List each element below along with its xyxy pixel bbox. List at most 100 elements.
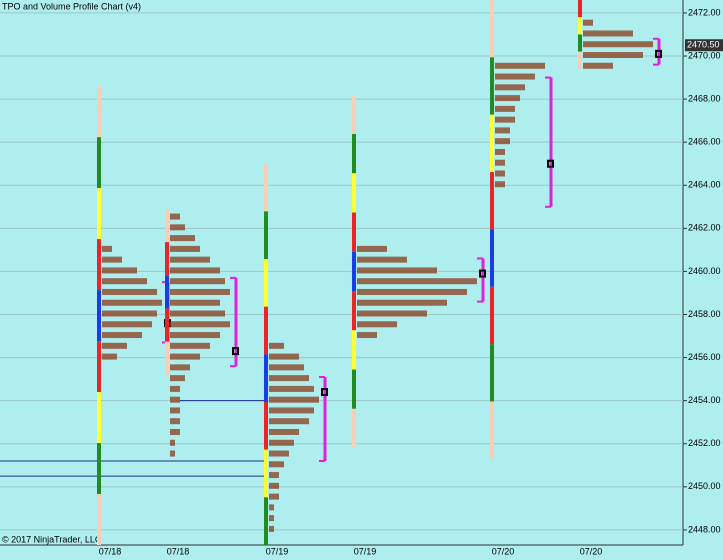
y-tick-label: 2456.00 <box>688 352 721 362</box>
tpo-row <box>170 439 175 446</box>
range-segment <box>490 114 494 173</box>
tpo-row <box>495 170 505 177</box>
range-segment <box>352 408 356 449</box>
tpo-row <box>170 342 210 349</box>
y-tick-label: 2454.00 <box>688 395 721 405</box>
range-segment <box>97 392 101 444</box>
poc-marker <box>547 159 554 168</box>
range-segment <box>352 251 356 292</box>
tpo-row <box>269 482 279 489</box>
tpo-row <box>495 116 515 123</box>
range-segment <box>97 188 101 240</box>
tpo-row <box>269 342 284 349</box>
tpo-row <box>170 310 225 317</box>
tpo-row <box>357 256 407 263</box>
range-segment <box>165 242 169 276</box>
tpo-row <box>269 450 289 457</box>
tpo-row <box>102 310 157 317</box>
tpo-row <box>583 19 593 26</box>
range-segment <box>352 369 356 409</box>
range-segment <box>264 497 268 545</box>
range-segment <box>264 259 268 307</box>
tpo-row <box>357 332 377 339</box>
tpo-row <box>269 407 314 414</box>
tpo-row <box>269 461 284 468</box>
range-segment <box>578 34 582 52</box>
tpo-row <box>170 321 230 328</box>
range-segment <box>264 163 268 212</box>
tpo-row <box>583 62 613 69</box>
last-price-label: 2470.50 <box>687 40 720 50</box>
tpo-row <box>102 256 122 263</box>
range-segment <box>490 229 494 287</box>
tpo-row <box>269 472 279 479</box>
tpo-row <box>102 245 112 252</box>
range-segment <box>264 402 268 450</box>
tpo-row <box>170 278 225 285</box>
tpo-row <box>170 428 180 435</box>
tpo-row <box>583 41 653 48</box>
poc-marker <box>479 269 486 278</box>
tpo-row <box>102 278 147 285</box>
y-tick-label: 2464.00 <box>688 180 721 190</box>
range-segment <box>165 341 169 375</box>
y-tick-label: 2448.00 <box>688 524 721 534</box>
y-tick-label: 2466.00 <box>688 137 721 147</box>
range-segment <box>352 291 356 331</box>
tpo-row <box>170 256 210 263</box>
tpo-row <box>170 450 175 457</box>
tpo-row <box>495 73 535 80</box>
tpo-row <box>102 321 152 328</box>
tpo-row <box>357 245 387 252</box>
chart-title: TPO and Volume Profile Chart (v4) <box>2 1 141 11</box>
tpo-row <box>495 127 510 134</box>
tpo-row <box>170 418 180 425</box>
range-segment <box>352 173 356 213</box>
range-segment <box>97 290 101 342</box>
range-segment <box>264 211 268 260</box>
tpo-row <box>495 95 520 102</box>
range-segment <box>352 212 356 252</box>
poc-marker <box>321 388 328 397</box>
range-segment <box>97 494 101 545</box>
tpo-row <box>495 105 515 112</box>
tpo-row <box>269 439 294 446</box>
range-segment <box>97 443 101 495</box>
tpo-row <box>102 332 142 339</box>
tpo-row <box>495 62 545 69</box>
x-tick-label: 07/18 <box>167 546 190 556</box>
tpo-row <box>102 267 137 274</box>
range-segment <box>490 401 494 459</box>
x-tick-label: 07/20 <box>492 546 515 556</box>
range-segment <box>264 306 268 355</box>
range-segment <box>490 286 494 345</box>
tpo-row <box>170 385 180 392</box>
copyright: © 2017 NinjaTrader, LLC <box>2 534 102 544</box>
tpo-row <box>583 30 633 37</box>
x-tick-label: 07/18 <box>99 546 122 556</box>
tpo-row <box>495 159 505 166</box>
tpo-row <box>170 332 220 339</box>
y-tick-label: 2470.00 <box>688 50 721 60</box>
y-tick-label: 2462.00 <box>688 223 721 233</box>
range-segment <box>352 134 356 174</box>
tpo-row <box>170 267 220 274</box>
range-segment <box>97 239 101 291</box>
tpo-row <box>269 353 299 360</box>
y-tick-label: 2472.00 <box>688 7 721 17</box>
range-segment <box>578 17 582 35</box>
y-tick-label: 2450.00 <box>688 481 721 491</box>
poc-marker <box>655 49 662 58</box>
y-tick-label: 2452.00 <box>688 438 721 448</box>
tpo-row <box>357 278 477 285</box>
range-segment <box>490 0 494 58</box>
tpo-row <box>495 148 505 155</box>
range-segment <box>578 51 582 69</box>
tpo-row <box>357 267 437 274</box>
tpo-row <box>170 245 200 252</box>
tpo-row <box>269 418 309 425</box>
tpo-row <box>495 84 525 91</box>
range-segment <box>97 86 101 138</box>
range-segment <box>165 275 169 309</box>
